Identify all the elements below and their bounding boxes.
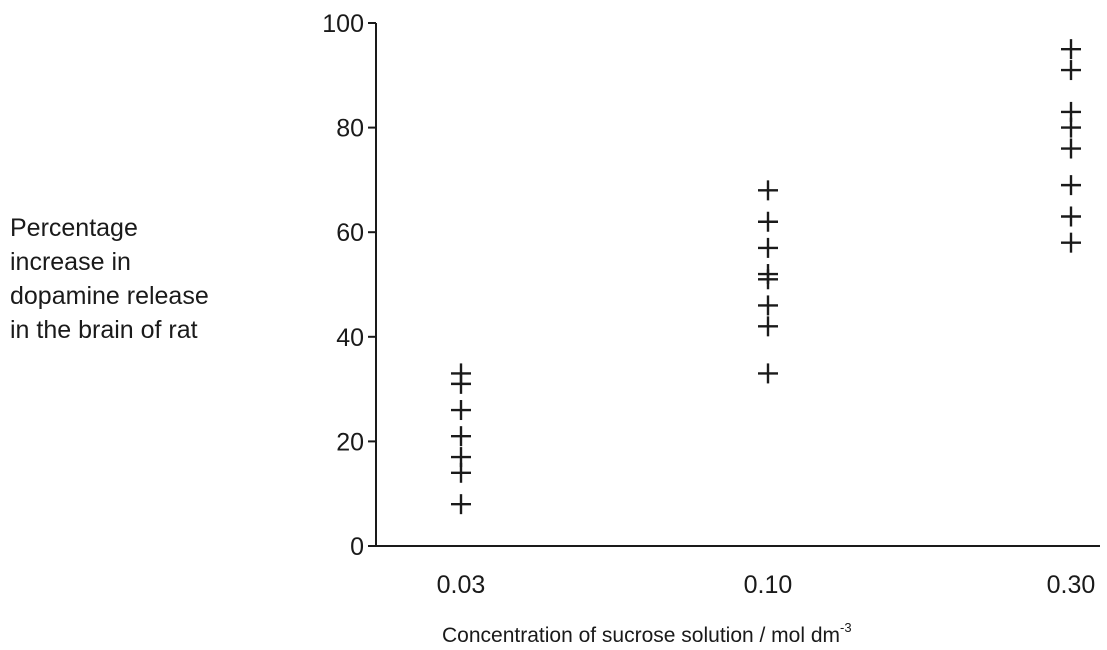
y-tick-label: 100 bbox=[322, 10, 364, 38]
x-tick-label: 0.10 bbox=[744, 571, 793, 599]
x-tick-label: 0.03 bbox=[437, 571, 486, 599]
data-point-marker bbox=[758, 211, 778, 232]
y-tick-label: 20 bbox=[336, 428, 364, 456]
y-tick-label: 80 bbox=[336, 115, 364, 143]
data-point-marker bbox=[758, 295, 778, 316]
x-axis-title-exponent: -3 bbox=[840, 620, 852, 635]
y-axis-title: Percentage increase in dopamine release … bbox=[10, 211, 290, 347]
data-point-marker bbox=[1061, 138, 1081, 159]
data-point-marker bbox=[758, 237, 778, 258]
data-point-marker bbox=[1061, 60, 1081, 81]
data-point-marker bbox=[758, 180, 778, 201]
x-axis-title-text: Concentration of sucrose solution / mol … bbox=[442, 624, 841, 647]
data-point-marker bbox=[1061, 101, 1081, 122]
data-point-marker bbox=[758, 363, 778, 384]
data-point-marker bbox=[451, 400, 471, 421]
data-point-marker bbox=[758, 264, 778, 285]
data-point-marker bbox=[451, 363, 471, 384]
data-point-marker bbox=[1061, 232, 1081, 253]
y-axis-title-line: dopamine release bbox=[10, 282, 209, 310]
data-point-marker bbox=[451, 447, 471, 468]
y-tick-label: 60 bbox=[336, 219, 364, 247]
y-axis-title-line: Percentage bbox=[10, 214, 138, 242]
y-axis-title-line: increase in bbox=[10, 248, 131, 276]
data-point-marker bbox=[1061, 39, 1081, 60]
y-axis-ticks: 0 20 40 60 80 100 bbox=[322, 10, 376, 561]
data-points bbox=[451, 39, 1081, 515]
y-tick-label: 40 bbox=[336, 324, 364, 352]
data-point-marker bbox=[1061, 175, 1081, 196]
data-point-marker bbox=[758, 316, 778, 337]
x-axis-title: Concentration of sucrose solution / mol … bbox=[442, 620, 852, 648]
data-point-marker bbox=[451, 426, 471, 447]
x-tick-label: 0.30 bbox=[1047, 571, 1096, 599]
y-tick-label: 0 bbox=[350, 533, 364, 561]
data-point-marker bbox=[451, 494, 471, 515]
y-axis-title-line: in the brain of rat bbox=[10, 316, 198, 344]
data-point-marker bbox=[1061, 206, 1081, 227]
x-axis-ticks: 0.03 0.10 0.30 bbox=[437, 571, 1096, 599]
